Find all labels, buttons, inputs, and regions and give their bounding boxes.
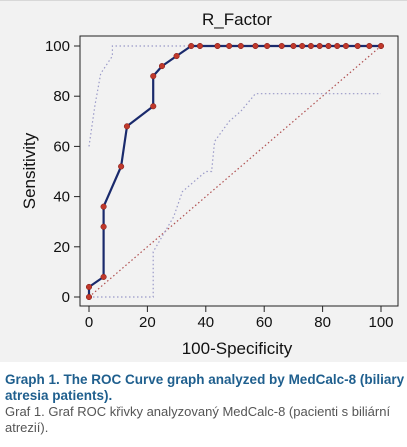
roc-point: [226, 42, 233, 50]
roc-point: [214, 42, 221, 50]
roc-point: [85, 283, 93, 291]
reference-diagonal-line: [88, 45, 382, 298]
upper-confidence-bound-line: [88, 45, 381, 147]
roc-point: [366, 42, 373, 50]
x-tick-label: 20: [139, 314, 156, 331]
x-tick-label: 60: [256, 314, 273, 331]
roc-point: [173, 52, 180, 60]
roc-point: [100, 223, 107, 230]
roc-point: [100, 273, 107, 280]
roc-point: [150, 103, 157, 110]
roc-point: [100, 203, 107, 210]
x-tick-label: 40: [197, 314, 214, 331]
roc-point: [354, 42, 361, 50]
roc-point: [299, 42, 306, 50]
figure-caption: Graph 1. The ROC Curve graph analyzed by…: [5, 372, 405, 436]
roc-point: [264, 42, 271, 50]
caption-english: Graph 1. The ROC Curve graph analyzed by…: [5, 372, 405, 403]
roc-point: [158, 63, 166, 70]
roc-point: [252, 42, 259, 50]
roc-point: [325, 42, 332, 50]
roc-point: [196, 42, 204, 50]
y-tick-label: 80: [53, 88, 70, 105]
roc-point: [307, 42, 314, 50]
y-tick-label: 40: [53, 189, 70, 206]
roc-point: [290, 42, 297, 50]
roc-point: [188, 42, 195, 50]
y-tick-label: 20: [53, 239, 70, 256]
roc-point: [123, 123, 131, 130]
plot-frame: [79, 35, 399, 307]
x-axis-title: 100-Specificity: [182, 339, 293, 358]
x-tick-label: 80: [314, 314, 331, 331]
roc-point: [237, 42, 244, 50]
x-tick-label: 0: [85, 314, 93, 331]
roc-point: [342, 42, 350, 50]
roc-point: [334, 42, 341, 50]
series-layer: [85, 42, 385, 301]
y-tick-label: 100: [45, 38, 70, 55]
roc-point: [118, 163, 125, 170]
y-axis-title: Sensitivity: [20, 132, 39, 209]
roc-chart: R_Factor 0 20 40 60 80 100 0 20 40 60 80 100 100-Sp…: [20, 10, 399, 358]
y-tick-label: 60: [53, 138, 70, 155]
roc-point: [377, 42, 385, 50]
chart-title: R_Factor: [202, 10, 272, 29]
chart-panel: R_Factor 0 20 40 60 80 100 0 20 40 60 80 100 100-Sp…: [0, 0, 407, 362]
roc-point: [150, 73, 157, 80]
x-tick-label: 100: [368, 314, 393, 331]
caption-czech: Graf 1. Graf ROC křivky analyzovaný MedC…: [5, 404, 391, 435]
y-tick-label: 0: [62, 289, 70, 306]
roc-point: [85, 293, 93, 301]
axis-layer: 0 20 40 60 80 100 0 20 40 60 80 100: [45, 38, 394, 331]
roc-point: [316, 42, 323, 50]
roc-point: [278, 42, 285, 50]
lower-confidence-bound-line: [89, 93, 381, 298]
